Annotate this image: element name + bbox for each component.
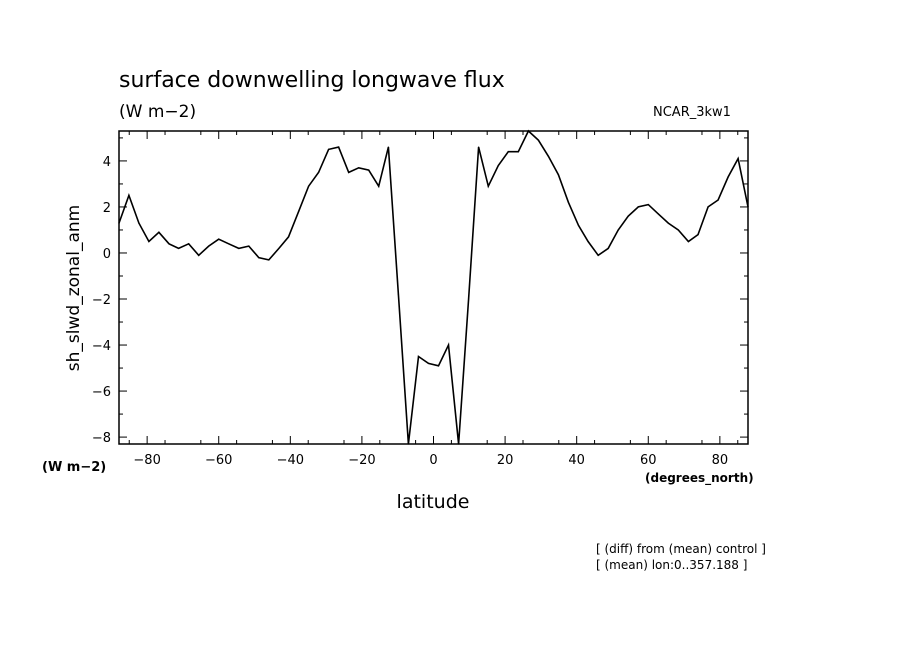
data-point [447, 344, 450, 346]
data-point [258, 257, 260, 259]
data-point [657, 213, 659, 215]
data-point [597, 254, 599, 256]
data-point [577, 224, 580, 226]
data-point [437, 365, 440, 367]
series-layer [118, 129, 749, 445]
data-point [587, 240, 589, 243]
data-point [617, 229, 619, 231]
data-point [717, 199, 719, 201]
data-point [417, 355, 420, 358]
data-point [547, 155, 550, 157]
data-point [368, 169, 370, 171]
data-point [497, 164, 499, 167]
y-tick-label: −6 [92, 385, 111, 400]
plot-frame [118, 130, 749, 445]
data-point [517, 151, 519, 153]
data-point [358, 167, 360, 169]
data-point [158, 231, 160, 233]
data-point [198, 254, 200, 256]
data-point [647, 204, 649, 206]
y-tick-label: −2 [92, 293, 111, 308]
data-point [387, 146, 389, 148]
diff-note: [ (diff) from (mean) control ] [596, 542, 766, 556]
y-tick-label: −4 [92, 339, 111, 354]
data-point [148, 240, 150, 243]
data-point [627, 215, 629, 217]
data-point [268, 259, 270, 261]
data-point [637, 206, 639, 208]
y-tick-label: 4 [103, 155, 111, 170]
y-tick-label: 0 [103, 247, 111, 262]
y-tick-label: −8 [92, 431, 111, 446]
data-point [737, 158, 739, 160]
data-point [138, 222, 140, 224]
x-tick-label: 80 [712, 453, 729, 468]
data-point [687, 240, 690, 243]
data-point [298, 211, 300, 213]
axis-ticks [119, 131, 748, 444]
data-point [168, 243, 170, 245]
data-point [468, 298, 470, 300]
data-point [128, 194, 130, 196]
data-point [308, 185, 310, 187]
data-point [727, 176, 729, 178]
data-point [287, 236, 290, 238]
data-point [188, 243, 190, 245]
x-axis-unit: (degrees_north) [645, 471, 754, 485]
data-point [557, 174, 560, 176]
x-tick-label: −40 [277, 453, 304, 468]
x-axis-label: latitude [396, 491, 470, 513]
x-tick-label: −60 [205, 453, 232, 468]
data-point [397, 293, 399, 295]
data-point [338, 146, 340, 148]
data-point [707, 206, 709, 208]
data-point [348, 171, 350, 173]
x-tick-label: 60 [640, 453, 657, 468]
data-point [238, 247, 240, 249]
data-point [478, 146, 480, 148]
data-point [487, 185, 489, 187]
x-tick-label: 40 [568, 453, 585, 468]
data-point [427, 362, 430, 364]
y-axis-unit: (W m−2) [42, 460, 107, 475]
data-point [607, 247, 609, 249]
data-point [697, 234, 699, 236]
model-label: NCAR_3kw1 [653, 105, 731, 120]
data-point [218, 238, 220, 240]
data-point [667, 222, 669, 224]
data-point [178, 247, 180, 249]
data-point [507, 151, 509, 153]
data-point [567, 201, 570, 203]
x-tick-label: 0 [429, 453, 437, 468]
chart-units: (W m−2) [119, 102, 197, 122]
x-tick-label: 20 [497, 453, 514, 468]
data-point [318, 171, 320, 173]
data-point [228, 243, 230, 245]
mean-note: [ (mean) lon:0..357.188 ] [596, 558, 748, 572]
x-tick-label: −20 [348, 453, 375, 468]
data-point [378, 185, 380, 187]
x-tick-label: −80 [133, 453, 160, 468]
y-tick-label: 2 [103, 201, 111, 216]
series-line [118, 129, 749, 445]
data-point [208, 245, 210, 247]
data-point [677, 229, 679, 231]
data-point [328, 148, 330, 150]
chart-title: surface downwelling longwave flux [119, 68, 505, 93]
data-point [248, 245, 250, 247]
data-point [537, 139, 540, 141]
data-point [278, 247, 280, 249]
